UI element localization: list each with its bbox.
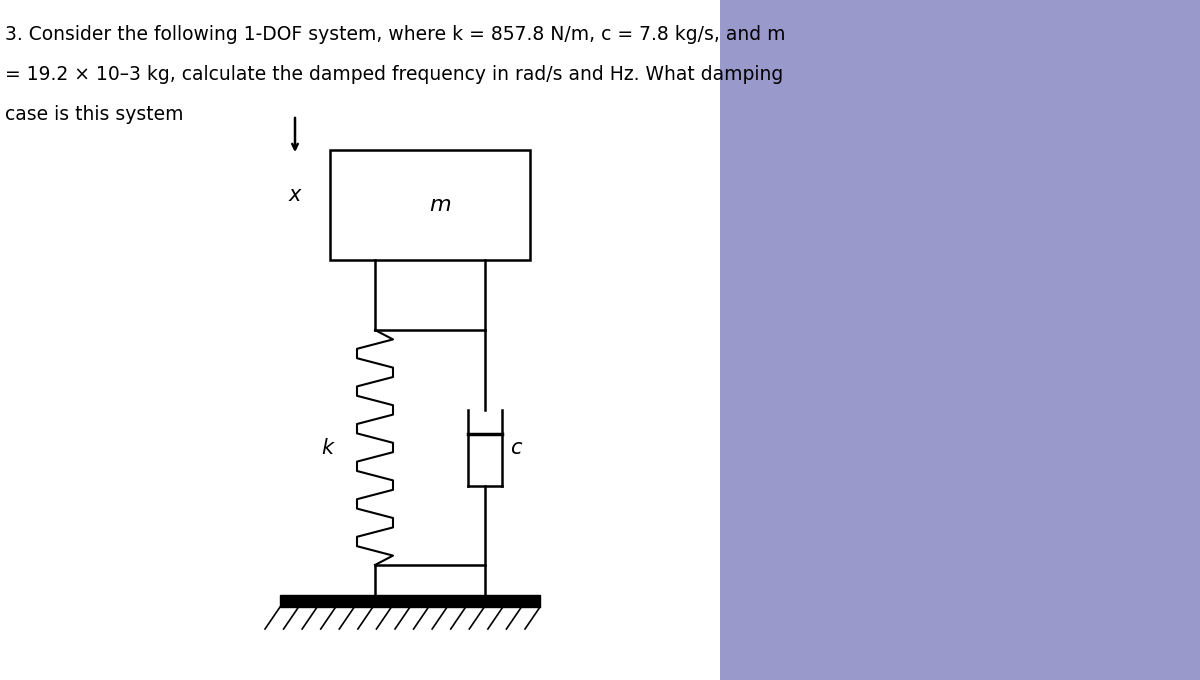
Text: m: m: [430, 195, 451, 215]
Text: 3. Consider the following 1-DOF system, where k = 857.8 N/m, c = 7.8 kg/s, and m: 3. Consider the following 1-DOF system, …: [5, 25, 786, 44]
Text: k: k: [320, 437, 334, 458]
Text: x: x: [289, 185, 301, 205]
Bar: [280, 595, 540, 607]
Text: c: c: [510, 437, 522, 458]
Text: = 19.2 × 10–3 kg, calculate the damped frequency in rad/s and Hz. What damping: = 19.2 × 10–3 kg, calculate the damped f…: [5, 65, 784, 84]
Bar: [720, 0, 1200, 680]
Text: case is this system: case is this system: [5, 105, 184, 124]
Bar: [330, 150, 530, 260]
